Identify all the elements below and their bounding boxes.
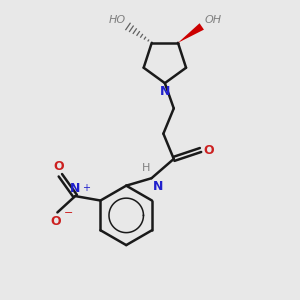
Text: HO: HO [109,15,126,25]
Text: N: N [70,182,80,195]
Text: N: N [153,180,163,193]
Text: O: O [51,215,61,228]
Text: −: − [64,208,73,218]
Text: O: O [203,143,214,157]
Text: N: N [160,85,170,98]
Text: H: H [142,163,150,173]
Text: +: + [82,182,90,193]
Text: O: O [54,160,64,173]
Polygon shape [178,23,204,43]
Text: OH: OH [204,15,221,25]
